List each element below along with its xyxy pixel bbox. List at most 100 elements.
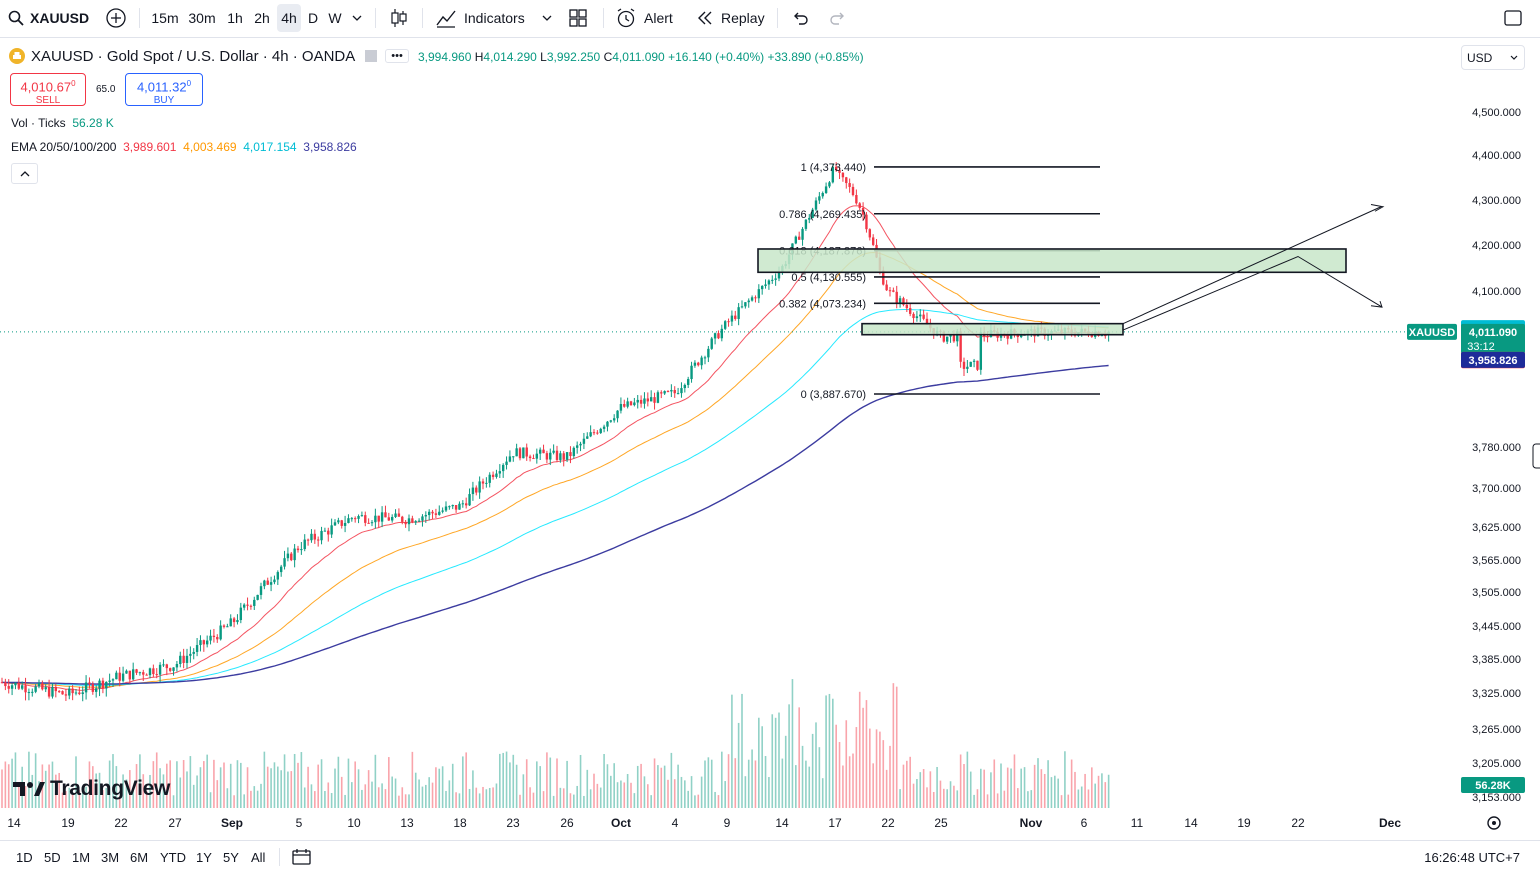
price-chart[interactable]: 1 (4,373.440)0.786 (4,269.435)0.618 (4,1… [0,38,1540,838]
candle-body [697,362,700,366]
volume-bar [741,693,743,808]
candle-body [256,594,259,600]
volume-bar [216,780,219,808]
candle-body [286,553,290,559]
time-axis[interactable]: 14 19 22 27 Sep 5 10 13 18 23 26 Oct 4 9 14 17 22 25 Nov 6 1… [7,816,1501,830]
timeframe-dropdown[interactable] [350,4,364,32]
volume-bar [317,764,319,808]
price-axis[interactable]: 4,500.000 4,400.000 4,300.000 4,200.000 4,10… [1407,107,1540,804]
range-6m[interactable]: 6M [130,850,149,865]
ema-legend[interactable]: EMA 20/50/100/200 3,989.601 4,003.469 4,… [11,140,357,154]
candle-body [559,453,562,460]
volume-bar [727,754,730,808]
candle-body [986,336,989,338]
indicators-button[interactable]: Indicators [435,4,525,32]
candle-body [451,505,454,507]
tradingview-logo[interactable]: TradingView [13,777,170,801]
range-3m[interactable]: 3M [101,850,120,865]
redo-button[interactable] [828,4,848,32]
range-1d[interactable]: 1D [16,850,33,865]
buy-price: 4,011.32 [136,79,187,95]
indicators-label: Indicators [464,10,525,26]
price-tick: 3,265.000 [1472,724,1521,736]
range-ytd[interactable]: YTD [160,850,186,865]
candle-body [205,640,209,645]
candle-body [172,667,175,671]
volume-bar [293,753,296,808]
candle-body [750,297,754,301]
volume-bar [754,760,757,808]
volume-bar [166,763,168,808]
fullscreen-button[interactable] [1503,4,1523,32]
alarm-clock-icon [617,8,635,28]
volume-bar [573,794,575,808]
volume-bar [875,729,878,808]
volume-bar [371,781,373,808]
volume-bar [956,790,959,808]
timeframe-w[interactable]: W [328,10,342,26]
volume-bar [801,745,804,808]
collapse-legend-button[interactable] [11,163,38,184]
volume-bar [912,783,915,808]
compare-symbol-button[interactable] [105,4,127,32]
candle-body [209,635,212,641]
timeframe-4h[interactable]: 4h [277,4,301,32]
candle-body [115,672,118,680]
candle-body [417,520,421,522]
date-range-icon[interactable] [292,848,312,866]
range-1m[interactable]: 1M [72,850,91,865]
timeframe-30m[interactable]: 30m [188,10,216,26]
flag-icon[interactable] [365,50,378,62]
volume-bar [774,717,777,808]
volume-bar [583,795,585,808]
volume-bar [1030,790,1033,808]
symbol-title[interactable]: XAUUSD · Gold Spot / U.S. Dollar · 4h · … [31,47,356,65]
volume-legend[interactable]: Vol · Ticks 56.28 K [11,116,114,130]
more-options-icon[interactable]: ••• [385,49,409,63]
candle-body [44,687,47,690]
candle-body [569,452,572,457]
range-1y[interactable]: 1Y [196,850,212,865]
buy-button[interactable]: 4,011.320 BUY [125,73,203,106]
volume-bar [105,787,108,808]
indicators-dropdown[interactable] [540,4,554,32]
candle-body [20,685,24,689]
symbol-search[interactable]: XAUUSD [8,4,89,32]
undo-button[interactable] [790,4,810,32]
range-5y[interactable]: 5Y [223,850,239,865]
volume-bar [855,727,858,808]
candle-body [760,285,764,290]
price-tick: 3,780.000 [1472,442,1521,454]
drawings[interactable]: 1 (4,373.440)0.786 (4,269.435)0.618 (4,1… [0,162,1458,401]
candle-body [858,203,861,208]
timeframe-d[interactable]: D [307,10,319,26]
volume-bar [835,724,837,808]
volume-bar [784,735,787,808]
timeframe-1h[interactable]: 1h [227,10,243,26]
timeframe-15m[interactable]: 15m [151,10,179,26]
candle-body [740,306,744,308]
volume-bar [916,779,918,808]
alert-button[interactable]: Alert [615,4,673,32]
volume-bar [966,751,969,808]
candle-body [17,682,21,689]
sell-button[interactable]: 4,010.670 SELL [10,73,86,106]
open-value: 3,994.960 [418,50,472,64]
candle-body [303,539,306,550]
replay-button[interactable]: Replay [695,4,765,32]
volume-bar [1074,771,1076,808]
candle-body [848,183,851,187]
range-all[interactable]: All [251,850,266,865]
volume-bar [556,758,558,808]
volume-bar [388,757,390,808]
timeframe-2h[interactable]: 2h [254,10,270,26]
layout-button[interactable] [568,4,588,32]
chart-type-button[interactable] [388,4,410,32]
volume-bar [102,790,104,808]
candle-body [384,512,387,518]
currency-select[interactable]: USD [1461,45,1525,70]
clock[interactable]: 16:26:48 UTC+7 [1424,850,1520,865]
range-5d[interactable]: 5D [44,850,61,865]
volume-bar [411,751,414,808]
candle-body [397,513,401,517]
